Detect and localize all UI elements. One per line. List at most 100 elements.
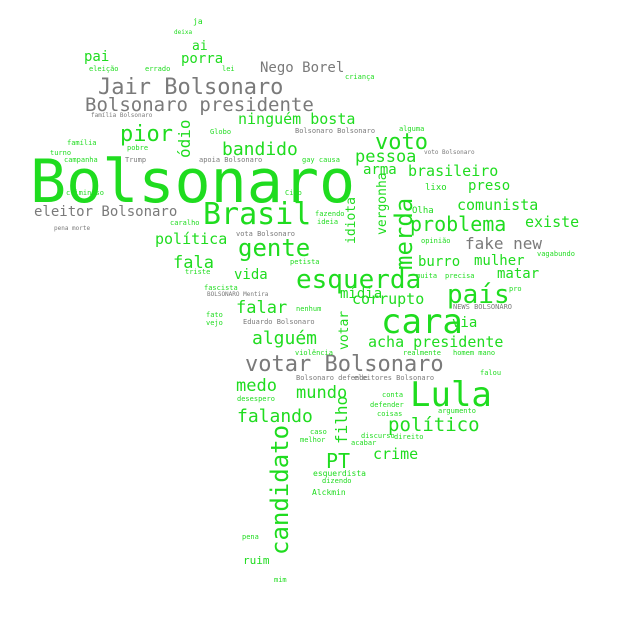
- word-politica: política: [155, 230, 228, 248]
- filler-mark: família Bolsonaro: [91, 112, 153, 119]
- word-lula: Lula: [410, 375, 492, 415]
- word-filho: filho: [332, 395, 351, 444]
- word-existe: existe: [525, 213, 580, 231]
- word-via: via: [452, 315, 478, 331]
- filler-mark: gay causa: [302, 156, 340, 164]
- word-pai: pai: [84, 49, 110, 65]
- filler-mark: Eduardo Bolsonaro: [243, 318, 315, 326]
- word-burro: burro: [418, 254, 461, 270]
- filler-mark: homem mano: [453, 349, 496, 357]
- filler-mark: opinião: [421, 237, 451, 245]
- word-bandido: bandido: [222, 139, 298, 160]
- word-fake-new: fake new: [465, 234, 543, 253]
- word-arma: arma: [363, 162, 397, 178]
- filler-mark: voto Bolsonaro: [424, 149, 475, 156]
- word-candidato: candidato: [266, 424, 294, 555]
- filler-mark: fascista: [204, 284, 238, 292]
- word-midia: mídia: [340, 286, 383, 302]
- word-mulher: mulher: [474, 253, 525, 269]
- word-pt: PT: [326, 449, 351, 473]
- word-pior: pior: [120, 122, 173, 147]
- word-comunista: comunista: [457, 196, 539, 214]
- filler-mark: alguma: [399, 125, 425, 133]
- filler-mark: Alckmin: [312, 488, 346, 497]
- word-crime: crime: [373, 445, 419, 463]
- filler-mark: caralho: [170, 219, 200, 227]
- word-cara: cara: [381, 302, 463, 342]
- filler-mark: precisa: [445, 272, 475, 280]
- word-odio: ódio: [175, 119, 194, 158]
- filler-mark: fazendo: [315, 210, 345, 218]
- word-ninguem-bosta: ninguém bosta: [238, 110, 356, 128]
- filler-mark: defender: [370, 401, 404, 409]
- word-voto: voto: [375, 130, 428, 155]
- filler-mark: conta: [382, 391, 404, 399]
- filler-mark: triste: [185, 268, 211, 276]
- filler-mark: muita: [416, 272, 438, 280]
- filler-mark: NEWS BOLSONARO: [453, 303, 513, 311]
- word-acha-presidente: acha presidente: [368, 333, 504, 351]
- filler-mark: desespero: [237, 395, 275, 403]
- filler-mark: acabar: [351, 439, 377, 447]
- filler-mark: pena morte: [54, 225, 91, 232]
- filler-mark: eleitores Bolsonaro: [354, 374, 435, 382]
- word-porra: porra: [181, 51, 224, 67]
- filler-mark: vagabundo: [537, 250, 575, 258]
- word-brasileiro: brasileiro: [408, 162, 499, 180]
- word-votar-bolsonaro: votar Bolsonaro: [245, 352, 444, 377]
- filler-mark: Trump: [125, 156, 147, 164]
- filler-mark: coisas: [377, 410, 403, 418]
- word-medo: medo: [236, 376, 277, 396]
- filler-mark: dizendo: [322, 477, 352, 485]
- filler-mark: lei: [222, 65, 235, 73]
- filler-mark: campanha: [64, 156, 98, 164]
- filler-mark: família: [67, 139, 97, 147]
- filler-mark: criminoso: [66, 189, 104, 197]
- filler-mark: Bolsonaro Bolsonaro: [295, 127, 376, 135]
- filler-mark: pena: [242, 533, 259, 541]
- word-esquerda: esquerda: [296, 265, 422, 295]
- word-ai: ai: [192, 39, 208, 54]
- filler-mark: esquerdista: [313, 469, 366, 478]
- word-mundo: mundo: [296, 383, 348, 403]
- filler-mark: discurso: [361, 432, 395, 440]
- word-pessoa: pessoa: [355, 147, 417, 167]
- filler-mark: vota Bolsonaro: [236, 230, 296, 238]
- filler-mark: eleição: [89, 65, 119, 73]
- word-votar: votar: [337, 310, 352, 350]
- filler-mark: BOLSONARO Mentira: [207, 291, 269, 298]
- filler-mark: ja: [193, 17, 203, 26]
- filler-mark: falou: [480, 369, 502, 377]
- filler-mark: melhor: [300, 436, 326, 444]
- filler-mark: petista: [290, 258, 320, 266]
- filler-mark: pro: [509, 285, 522, 293]
- word-gente: gente: [238, 234, 311, 262]
- word-corrupto: corrupto: [352, 290, 425, 308]
- word-fala: fala: [173, 253, 214, 273]
- word-nego-borel: Nego Borel: [260, 60, 345, 76]
- filler-mark: apoia Bolsonaro: [199, 156, 263, 164]
- word-politico: político: [388, 414, 480, 436]
- filler-mark: direito: [394, 433, 424, 441]
- filler-mark: mim: [274, 576, 287, 584]
- filler-mark: turno: [50, 149, 72, 157]
- word-vida: vida: [234, 267, 268, 283]
- filler-mark: Globo: [210, 128, 232, 136]
- filler-mark: criança: [345, 73, 375, 81]
- filler-mark: errado: [145, 65, 171, 73]
- word-falar: falar: [236, 298, 288, 318]
- filler-mark: Ciro: [285, 189, 302, 197]
- filler-mark: ideia: [317, 218, 339, 226]
- filler-mark: deixa: [174, 29, 193, 36]
- word-brasil: Brasil: [203, 197, 312, 232]
- filler-mark: caso: [310, 428, 327, 436]
- word-eleitor-bolsonaro: eleitor Bolsonaro: [34, 204, 178, 220]
- word-problema: problema: [410, 212, 507, 236]
- filler-mark: nenhum: [296, 305, 322, 313]
- word-bolsonaro-presidente: Bolsonaro presidente: [85, 94, 314, 116]
- word-jair-bolsonaro: Jair Bolsonaro: [98, 75, 284, 100]
- word-idiota: idiota: [344, 197, 359, 244]
- filler-mark: violência: [295, 349, 333, 357]
- word-bolsonaro: Bolsonaro: [30, 147, 356, 217]
